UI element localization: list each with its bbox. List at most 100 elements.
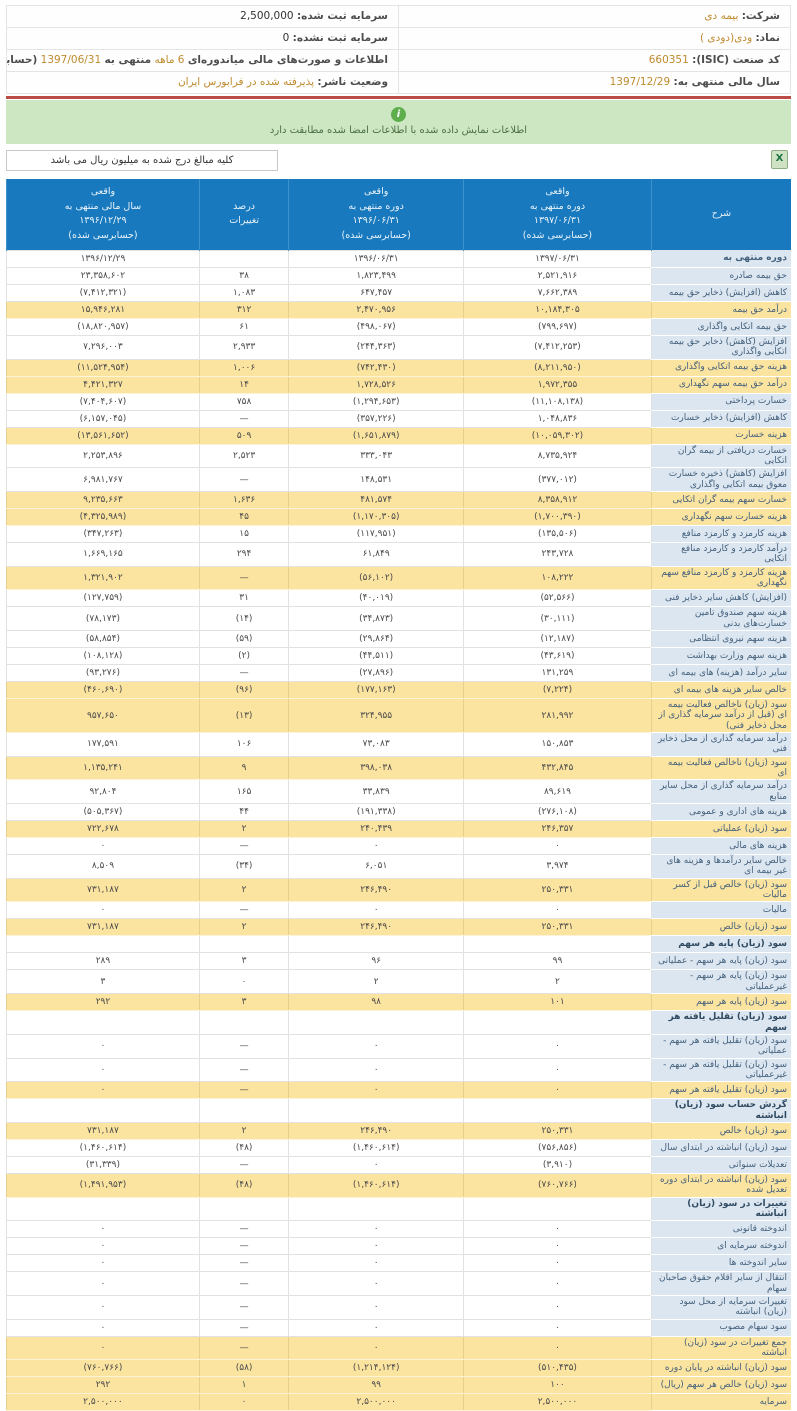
statement-row: سود (زیان) انباشته در ابتدای سال (۷۵۶,۸۵۶… xyxy=(6,1138,791,1157)
registered-capital-value: 2,500,000 xyxy=(240,10,294,22)
fiscal-year-label: سال مالی منتهی به: xyxy=(673,76,781,88)
row-label-cell: خالص سایر درآمدها و هزینه های غیر بیمه ا… xyxy=(651,854,791,879)
red-divider xyxy=(6,96,791,99)
row-label-cell: سود (زیان) خالص xyxy=(651,1122,791,1140)
row-label-cell: سود (زیان) خالص هر سهم (ریال) xyxy=(651,1376,791,1395)
value-cell-period-1396-06: ۶,۰۵۱ xyxy=(288,854,465,879)
value-cell-period-1396-06: (۱۱۷,۹۵۱) xyxy=(288,524,465,543)
percent-change-cell xyxy=(198,935,290,954)
row-label-cell: سود (زیان) تقلیل یافته هر سهم xyxy=(651,1010,791,1035)
value-cell-period-1396-06: (۲۴۴,۳۶۳) xyxy=(288,334,465,360)
value-cell-period-1397-06: (۷۶۰,۷۶۶) xyxy=(463,1172,652,1198)
row-label-cell: اندوخته سرمایه ای xyxy=(651,1237,791,1256)
statement-title-audited: (حسابرسی شده) xyxy=(6,54,38,66)
row-label-cell: خسارت پرداختی xyxy=(651,393,791,411)
statement-row: سود (زیان) پایه هر سهم xyxy=(6,935,791,954)
statement-title-date: 1397/06/31 xyxy=(40,54,102,66)
percent-change-cell: — xyxy=(198,1318,290,1337)
percent-change-cell: — xyxy=(198,901,290,920)
value-cell-period-1396-06: ۲ xyxy=(288,969,465,995)
value-cell-period-1397-06: (۱۱,۱۰۸,۱۳۸) xyxy=(463,392,652,411)
value-cell-period-1396-06: ۰ xyxy=(288,1057,465,1083)
value-cell-period-1397-06: ۰ xyxy=(463,1335,652,1361)
row-label-cell: سود (زیان) پایه هر سهم xyxy=(651,935,791,954)
statement-row: خسارت پرداختی (۱۱,۱۰۸,۱۳۸) (۱,۲۹۴,۶۵۳) ۷۵۸(… xyxy=(6,392,791,411)
value-cell-period-1397-06: ۳,۹۷۴ xyxy=(463,854,652,879)
publisher-status-cell: وضعیت ناشر: پذیرفته شده در فرابورس ایران xyxy=(6,71,399,94)
value-cell-period-1397-06: ۰ xyxy=(463,1271,652,1296)
registered-capital-label: سرمایه ثبت شده: xyxy=(296,10,388,22)
statement-row: سود (زیان) تقلیل یافته هر سهم - غیرعملیا… xyxy=(6,1057,791,1083)
value-cell-period-1397-06: ۱۵۰,۸۵۳ xyxy=(463,732,652,757)
row-label-cell: تغییرات سرمایه از محل سود (زیان) انباشته xyxy=(651,1295,791,1320)
value-cell-year-1396-12: ۶,۹۸۱,۷۶۷ xyxy=(6,467,200,492)
value-cell-year-1396-12: ۹,۲۳۵,۶۶۳ xyxy=(6,490,200,509)
statement-row: کاهش (افزایش) ذخایر حق بیمه ۷,۶۶۲,۳۸۹ ۶۴۷,… xyxy=(6,283,791,302)
publisher-status-label: وضعیت ناشر: xyxy=(317,76,388,88)
row-label-cell: خسارت دریافتی از بیمه گران اتکایی xyxy=(651,444,791,469)
value-cell-period-1396-06: ۰ xyxy=(288,1237,465,1256)
value-cell-year-1396-12: (۱۲۷,۷۵۹) xyxy=(6,589,200,608)
info-row-isic: کد صنعت (ISIC): 660351 اطلاعات و صورت‌ها… xyxy=(6,49,791,72)
statement-row: گردش حساب سود (زیان) انباشته xyxy=(6,1098,791,1123)
value-cell-period-1397-06: (۵۲,۵۶۶) xyxy=(463,589,652,608)
value-cell-period-1397-06: (۷۵۶,۸۵۶) xyxy=(463,1138,652,1157)
value-cell-year-1396-12: ۲۳,۳۵۸,۶۰۲ xyxy=(6,266,200,285)
percent-change-cell: ۲ xyxy=(198,1121,290,1140)
value-cell-period-1396-06: ۱,۷۲۸,۵۲۶ xyxy=(288,375,465,394)
percent-change-cell xyxy=(198,1010,290,1035)
value-cell-period-1396-06: (۱,۶۵۱,۸۷۹) xyxy=(288,426,465,445)
row-label-cell: درآمد کارمزد و کارمزد منافع اتکایی xyxy=(651,542,791,567)
percent-change-cell: ۱,۰۸۳ xyxy=(198,283,290,302)
statement-row: سود (زیان) ناخالص فعالیت بیمه ای ۴۳۲,۸۴۵ ۳… xyxy=(6,755,791,781)
value-cell-period-1397-06: ۲۴۳,۷۲۸ xyxy=(463,541,652,567)
statement-title-period: 6 ماهه xyxy=(154,54,185,66)
value-cell-period-1397-06: ۷,۶۶۲,۳۸۹ xyxy=(463,283,652,302)
statement-row: درآمد کارمزد و کارمزد منافع اتکایی ۲۴۳,۷۲… xyxy=(6,541,791,567)
percent-change-cell: ۷۵۸ xyxy=(198,392,290,411)
value-cell-year-1396-12: ۰ xyxy=(6,837,200,856)
row-label-cell: درآمد حق بیمه سهم نگهداری xyxy=(651,376,791,394)
statement-row: اندوخته قانونی ۰ ۰—۰ xyxy=(6,1220,791,1239)
percent-change-cell: ۳۱۲ xyxy=(198,300,290,319)
currency-unit-note: کلیه مبالغ درج شده به میلیون ریال می باش… xyxy=(6,150,278,171)
info-circle-icon: i xyxy=(391,107,406,122)
header-actual-1397-06: واقعی دوره منتهی به ۱۳۹۷/۰۶/۳۱ (حسابرسی … xyxy=(463,179,652,251)
unregistered-capital-cell: سرمایه ثبت نشده: 0 xyxy=(6,27,399,50)
value-cell-period-1397-06: (۷۹۹,۶۹۷) xyxy=(463,317,652,336)
value-cell-period-1397-06: ۱,۹۷۲,۳۵۵ xyxy=(463,375,652,394)
publisher-status-value: پذیرفته شده در فرابورس ایران xyxy=(177,76,315,88)
income-statement-table: شرح واقعی دوره منتهی به ۱۳۹۷/۰۶/۳۱ (حساب… xyxy=(6,179,791,1411)
isic-cell: کد صنعت (ISIC): 660351 xyxy=(398,49,791,72)
header-description: شرح xyxy=(650,179,791,251)
statement-row: سود (زیان) خالص ۲۵۰,۳۳۱ ۲۴۶,۴۹۰ ۲ ۷۳۱,۱۸۷ xyxy=(6,1121,791,1140)
statement-row: سود (زیان) پایه هر سهم - غیرعملیاتی ۲ ۲ ۰ ۳ xyxy=(6,969,791,995)
value-cell-year-1396-12: ۰ xyxy=(6,1335,200,1361)
percent-change-cell: (۳۴) xyxy=(198,854,290,879)
value-cell-period-1396-06: ۰ xyxy=(288,1335,465,1361)
value-cell-period-1397-06: (۸,۲۱۱,۹۵۰) xyxy=(463,358,652,377)
row-label-cell: هزینه سهم صندوق تامین خسارت‌های بدنی xyxy=(651,606,791,631)
value-cell-year-1396-12: (۵۰۵,۳۶۷) xyxy=(6,803,200,822)
value-cell-period-1396-06: (۴۰,۰۱۹) xyxy=(288,589,465,608)
value-cell-period-1397-06: ۱۳۱,۲۵۹ xyxy=(463,664,652,682)
value-cell-period-1397-06: ۲۵۰,۳۳۱ xyxy=(463,877,652,903)
value-cell-year-1396-12: ۷۲۲,۶۷۸ xyxy=(6,820,200,839)
value-cell-period-1397-06 xyxy=(463,1098,652,1123)
symbol-label: نماد: xyxy=(755,32,780,44)
info-row-symbol: نماد: ودی(دودی ) سرمایه ثبت نشده: 0 xyxy=(6,27,791,50)
value-cell-period-1397-06: ۴۳۲,۸۴۵ xyxy=(463,755,652,781)
value-cell-period-1396-06: (۱,۲۹۴,۶۵۳) xyxy=(288,392,465,411)
statement-row: سود (زیان) عملیاتی ۲۴۶,۳۵۷ ۲۴۰,۴۳۹ ۲ ۷۲۲,۶۷۸ xyxy=(6,820,791,839)
value-cell-period-1396-06: (۱,۲۱۴,۱۲۴) xyxy=(288,1359,465,1378)
percent-change-cell: ۲۹۴ xyxy=(198,541,290,567)
value-cell-period-1396-06 xyxy=(288,1010,465,1035)
row-label-cell: سود (زیان) ناخالص فعالیت بیمه ای xyxy=(651,756,791,781)
excel-export-icon[interactable] xyxy=(771,150,788,169)
row-label-cell: هزینه های مالی xyxy=(651,837,791,856)
row-label-cell: هزینه خسارت سهم نگهداری xyxy=(651,508,791,526)
value-cell-period-1396-06: ۰ xyxy=(288,1318,465,1337)
row-label-cell: هزینه کارمزد و کارمزد منافع سهم نگهداری xyxy=(651,566,791,591)
value-cell-period-1397-06 xyxy=(463,1196,652,1222)
statement-row: سرمایه ۲,۵۰۰,۰۰۰ ۲,۵۰۰,۰۰۰ ۰ ۲,۵۰۰,۰۰۰ xyxy=(6,1393,791,1411)
